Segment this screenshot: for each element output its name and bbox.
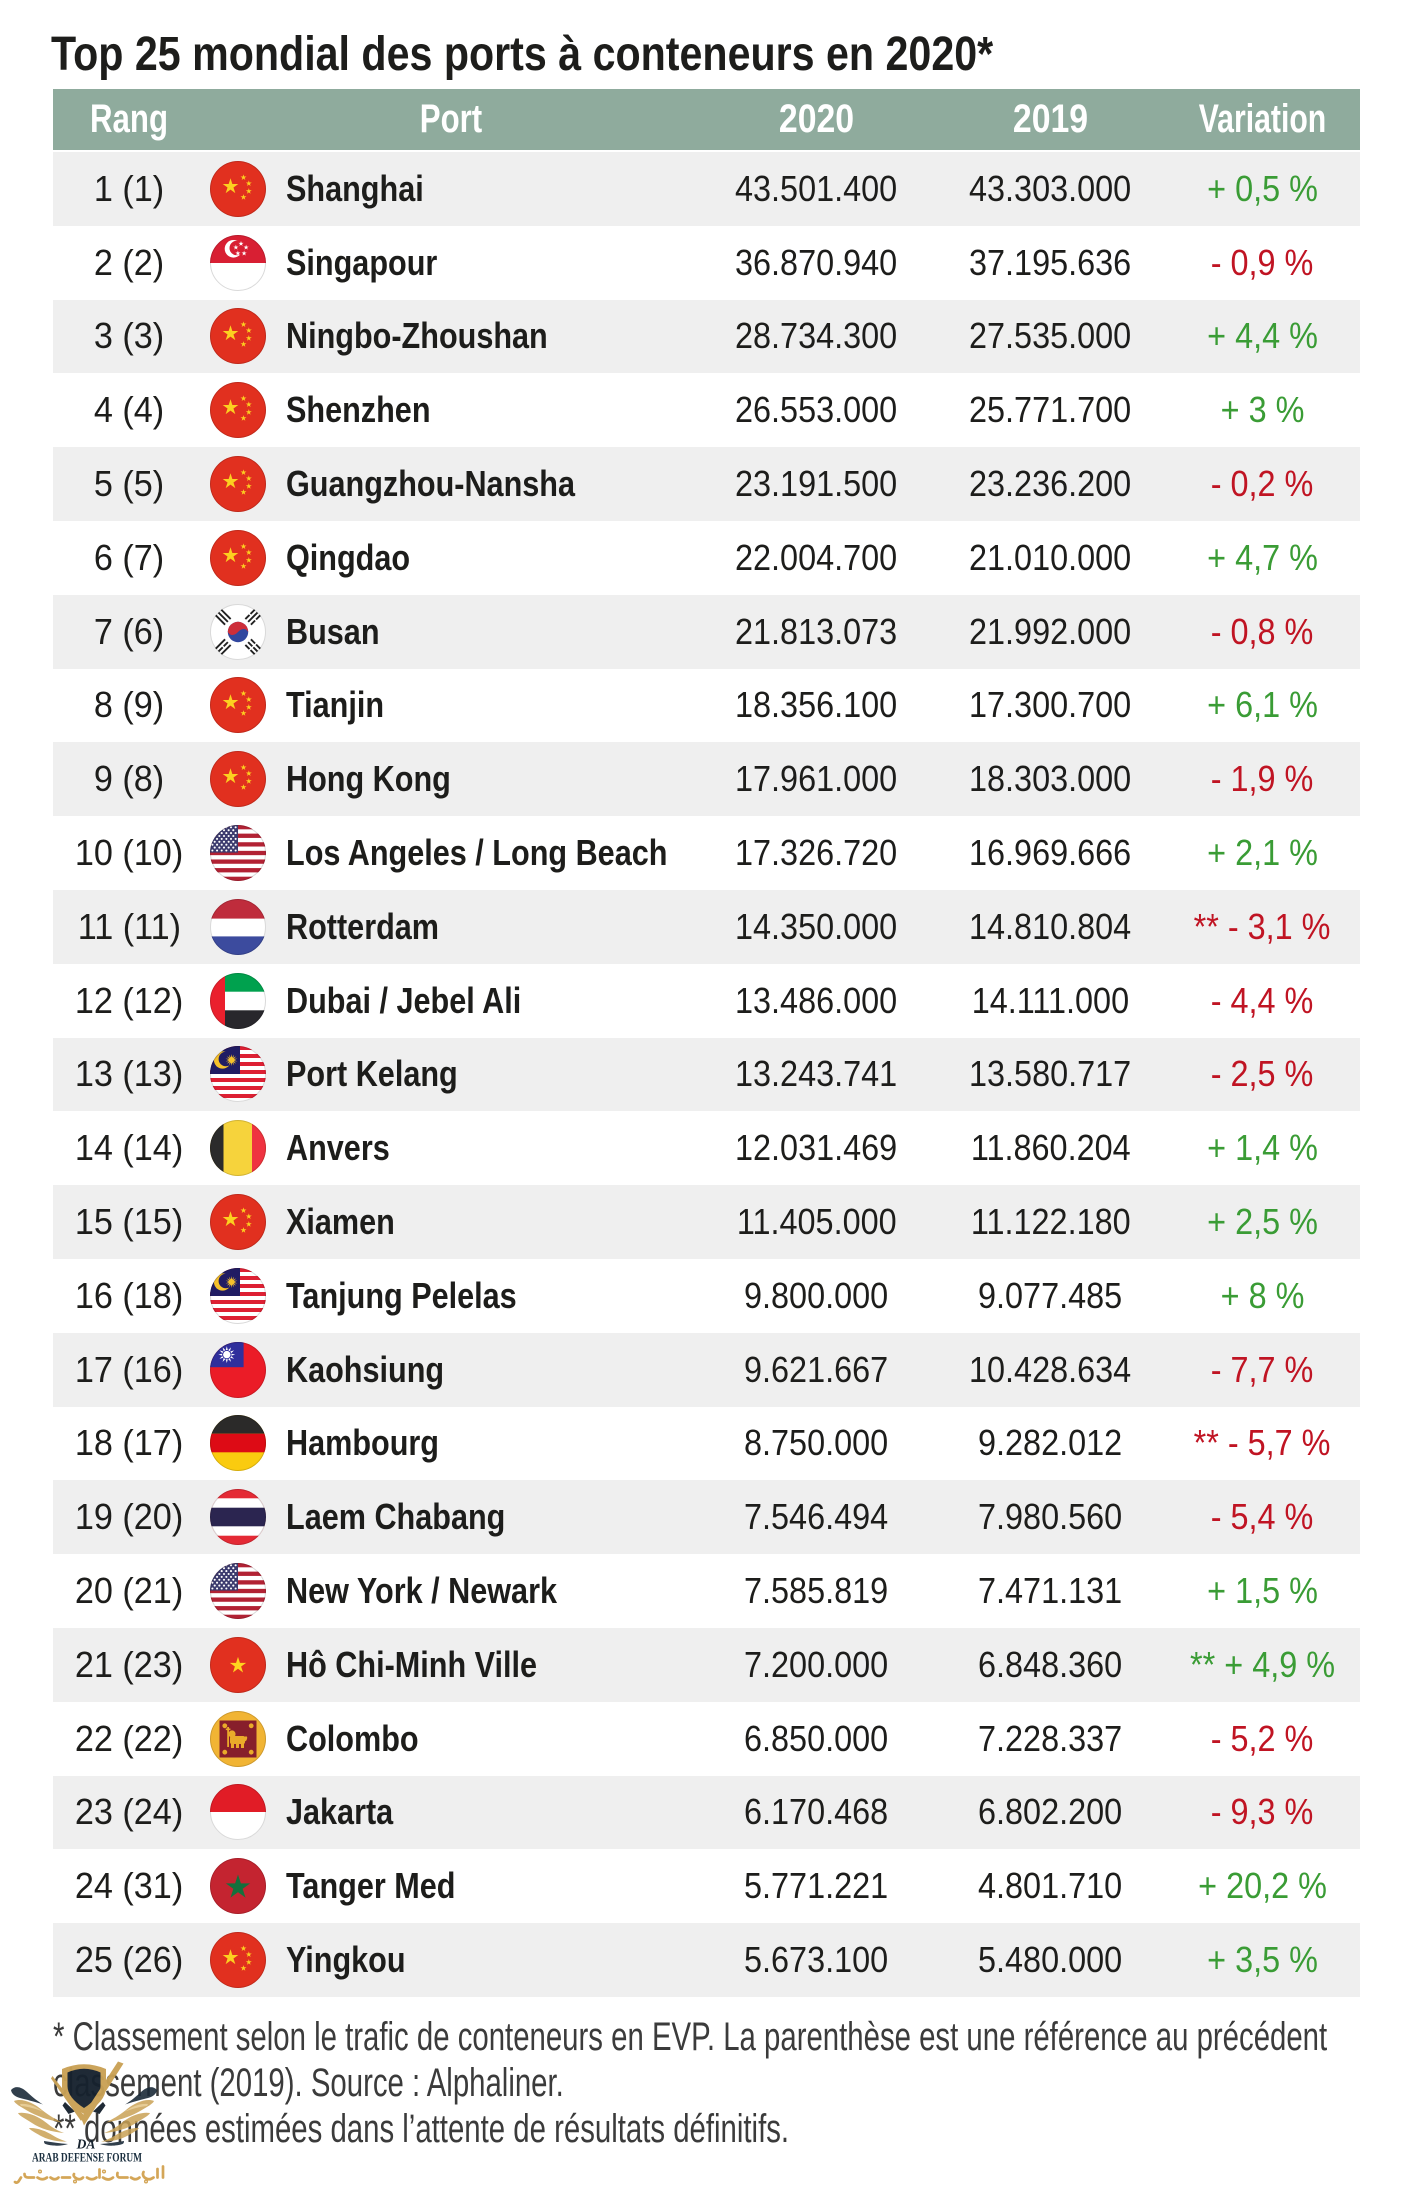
svg-text:ARAB DEFENSE FORUM: ARAB DEFENSE FORUM <box>32 2151 142 2165</box>
svg-text:DA: DA <box>76 2137 96 2152</box>
